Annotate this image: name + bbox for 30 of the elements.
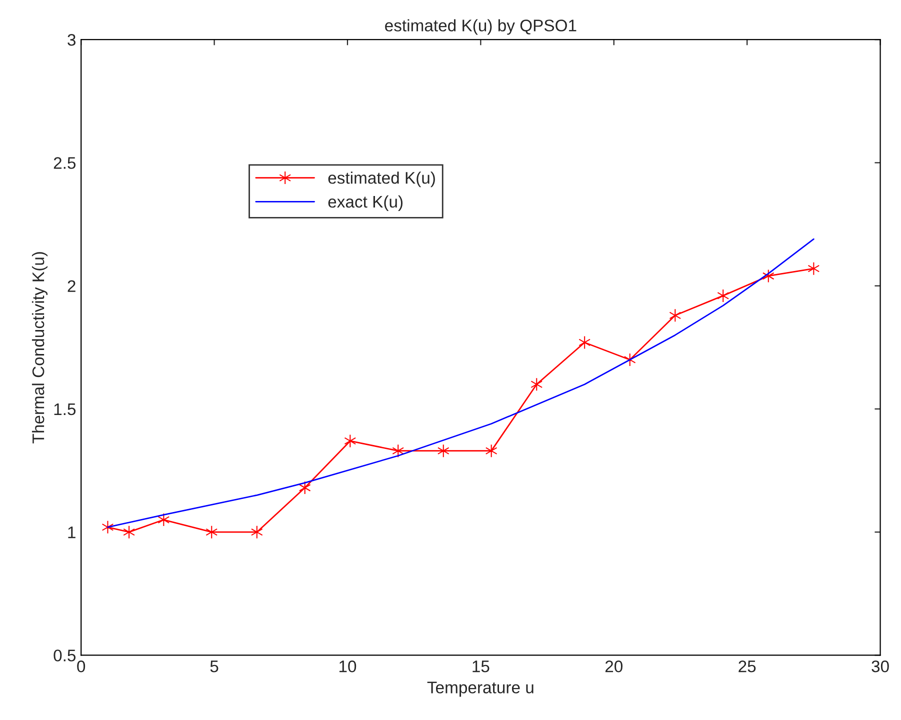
point: [530, 378, 543, 392]
y-tick-label: 0.5: [54, 650, 76, 662]
point: [102, 520, 114, 534]
x-tick-label: 0: [77, 660, 86, 672]
x-tick-label: 15: [472, 660, 490, 672]
point: [578, 336, 591, 350]
chart-title: estimated K(u) by QPSO1: [385, 19, 576, 35]
legend-label: estimated K(u): [328, 172, 435, 188]
y-tick-label: 2: [68, 280, 76, 292]
x-tick-label: 5: [210, 660, 218, 672]
point: [437, 444, 450, 458]
x-tick-label: 25: [738, 660, 756, 672]
y-tick-label: 1.5: [54, 404, 76, 416]
point: [669, 308, 682, 322]
point: [206, 525, 218, 539]
y-tick-label: 3: [68, 34, 76, 46]
point: [344, 434, 356, 448]
y-tick-label: 2.5: [54, 157, 76, 169]
y-tick-label: 1: [68, 526, 76, 538]
legend-label: exact K(u): [328, 195, 403, 211]
x-tick-label: 10: [339, 660, 356, 672]
point: [808, 262, 820, 276]
point: [123, 525, 135, 539]
y-axis-title: Thermal Conductivity K(u): [32, 252, 48, 444]
x-tick-label: 30: [872, 660, 889, 672]
x-axis-title: Temperature u: [427, 682, 534, 697]
point: [250, 525, 263, 539]
x-tick-label: 20: [605, 660, 622, 672]
point: [717, 288, 730, 302]
point: [485, 444, 498, 458]
